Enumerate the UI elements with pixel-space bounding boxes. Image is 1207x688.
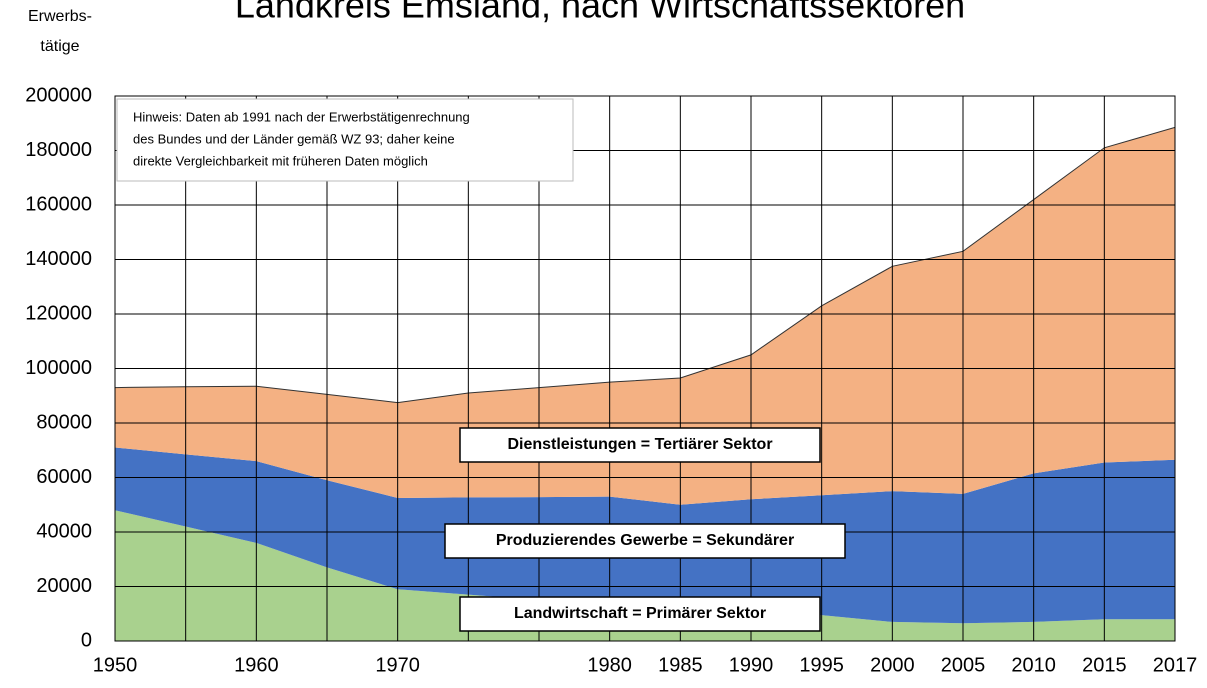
- x-tick-label: 1990: [729, 654, 774, 676]
- x-tick-label: 2000: [870, 654, 915, 676]
- legend-label: Dienstleistungen = Tertiärer Sektor: [507, 436, 772, 453]
- note-text: direkte Vergleichbarkeit mit früheren Da…: [133, 153, 428, 168]
- legend-box: [459, 427, 821, 463]
- x-tick-label: 2005: [941, 654, 986, 676]
- y-tick-label: 60000: [36, 466, 92, 488]
- total-line: [114, 126, 1176, 404]
- y-tick-label: 0: [81, 629, 92, 651]
- y-tick-label: 80000: [36, 411, 92, 433]
- legend-box: [459, 596, 821, 632]
- area: [115, 510, 1175, 641]
- x-tick-label: 2015: [1082, 654, 1127, 676]
- y-tick-label: 100000: [25, 357, 92, 379]
- legend-label: Produzierendes Gewerbe = Sekundärer: [496, 532, 794, 549]
- legend-box: [444, 523, 846, 559]
- y-tick-label: 40000: [36, 520, 92, 542]
- x-tick-label: 2017: [1153, 654, 1198, 676]
- plot-border: [114, 95, 1176, 642]
- y-tick-label: 20000: [36, 575, 92, 597]
- y-tick-label: 160000: [25, 193, 92, 215]
- chart-title: Landkreis Emsland, nach Wirtschaftssekto…: [235, 0, 965, 26]
- y-tick-label: 200000: [25, 84, 92, 106]
- x-tick-label: 1995: [799, 654, 844, 676]
- y-tick-label: 140000: [25, 248, 92, 270]
- area: [115, 127, 1175, 505]
- y-tick-label: 180000: [25, 139, 92, 161]
- note-text: des Bundes und der Länder gemäß WZ 93; d…: [133, 131, 455, 146]
- x-tick-label: 1950: [93, 654, 138, 676]
- note-box: [116, 98, 574, 182]
- legend-label: Landwirtschaft = Primärer Sektor: [514, 605, 766, 622]
- x-tick-label: 2010: [1011, 654, 1056, 676]
- x-tick-label: 1960: [234, 654, 279, 676]
- y-axis-label: Erwerbs-: [28, 8, 92, 25]
- x-tick-label: 1970: [375, 654, 420, 676]
- y-tick-label: 120000: [25, 302, 92, 324]
- note-text: Hinweis: Daten ab 1991 nach der Erwerbst…: [133, 109, 470, 124]
- x-tick-label: 1980: [587, 654, 632, 676]
- x-tick-label: 1985: [658, 654, 703, 676]
- y-axis-label: tätige: [40, 38, 79, 55]
